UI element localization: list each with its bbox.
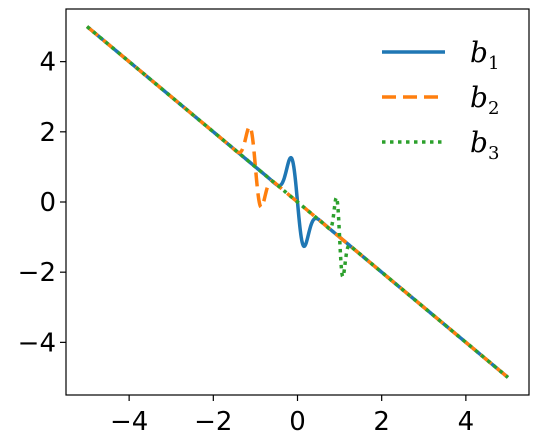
y-tick-label: −4 [18,328,56,358]
x-tick-label: 2 [373,407,390,437]
x-tick-label: −4 [110,407,148,437]
x-tick-label: 4 [458,407,475,437]
series-line-b3 [85,25,510,379]
x-tick-label: 0 [289,407,306,437]
legend: b1 b2 b3 [382,36,499,164]
y-tick-label: 2 [39,118,56,148]
y-tick-label: 4 [39,48,56,78]
legend-label-b3: b3 [470,126,499,164]
legend-label-b1: b1 [470,36,499,74]
y-tick-label: −2 [18,258,56,288]
x-axis-ticks: −4 −2 0 2 4 [110,395,474,437]
y-axis-ticks: −4 −2 0 2 4 [18,48,66,358]
x-tick-label: −2 [194,407,232,437]
y-tick-label: 0 [39,188,56,218]
series-layer [85,25,510,379]
legend-label-b2: b2 [470,81,499,119]
